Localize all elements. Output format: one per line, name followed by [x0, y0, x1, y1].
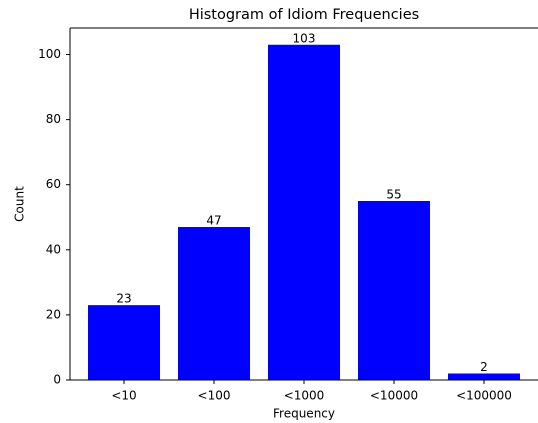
bar — [88, 305, 160, 380]
data-label: 47 — [206, 214, 221, 228]
data-label: 55 — [386, 187, 401, 201]
data-label: 2 — [480, 360, 488, 374]
bar — [448, 373, 520, 380]
x-axis-label: Frequency — [273, 407, 335, 421]
data-label: 103 — [293, 31, 316, 45]
y-tick-label: 20 — [46, 307, 61, 321]
bar — [178, 227, 250, 380]
bar — [358, 200, 430, 380]
y-tick-label: 100 — [38, 47, 61, 61]
x-tick-label: <10 — [111, 389, 136, 403]
y-tick-label: 60 — [46, 177, 61, 191]
x-tick-label: <100 — [198, 389, 231, 403]
y-tick-label: 40 — [46, 242, 61, 256]
x-tick-label: <1000 — [284, 389, 325, 403]
chart-title: Histogram of Idiom Frequencies — [189, 7, 419, 23]
bar — [268, 44, 340, 381]
y-tick-label: 80 — [46, 112, 61, 126]
y-axis-label: Count — [13, 186, 27, 222]
data-label: 23 — [116, 292, 131, 306]
x-tick-label: <100000 — [456, 389, 512, 403]
x-tick-label: <10000 — [370, 389, 418, 403]
y-tick-label: 0 — [53, 373, 61, 387]
